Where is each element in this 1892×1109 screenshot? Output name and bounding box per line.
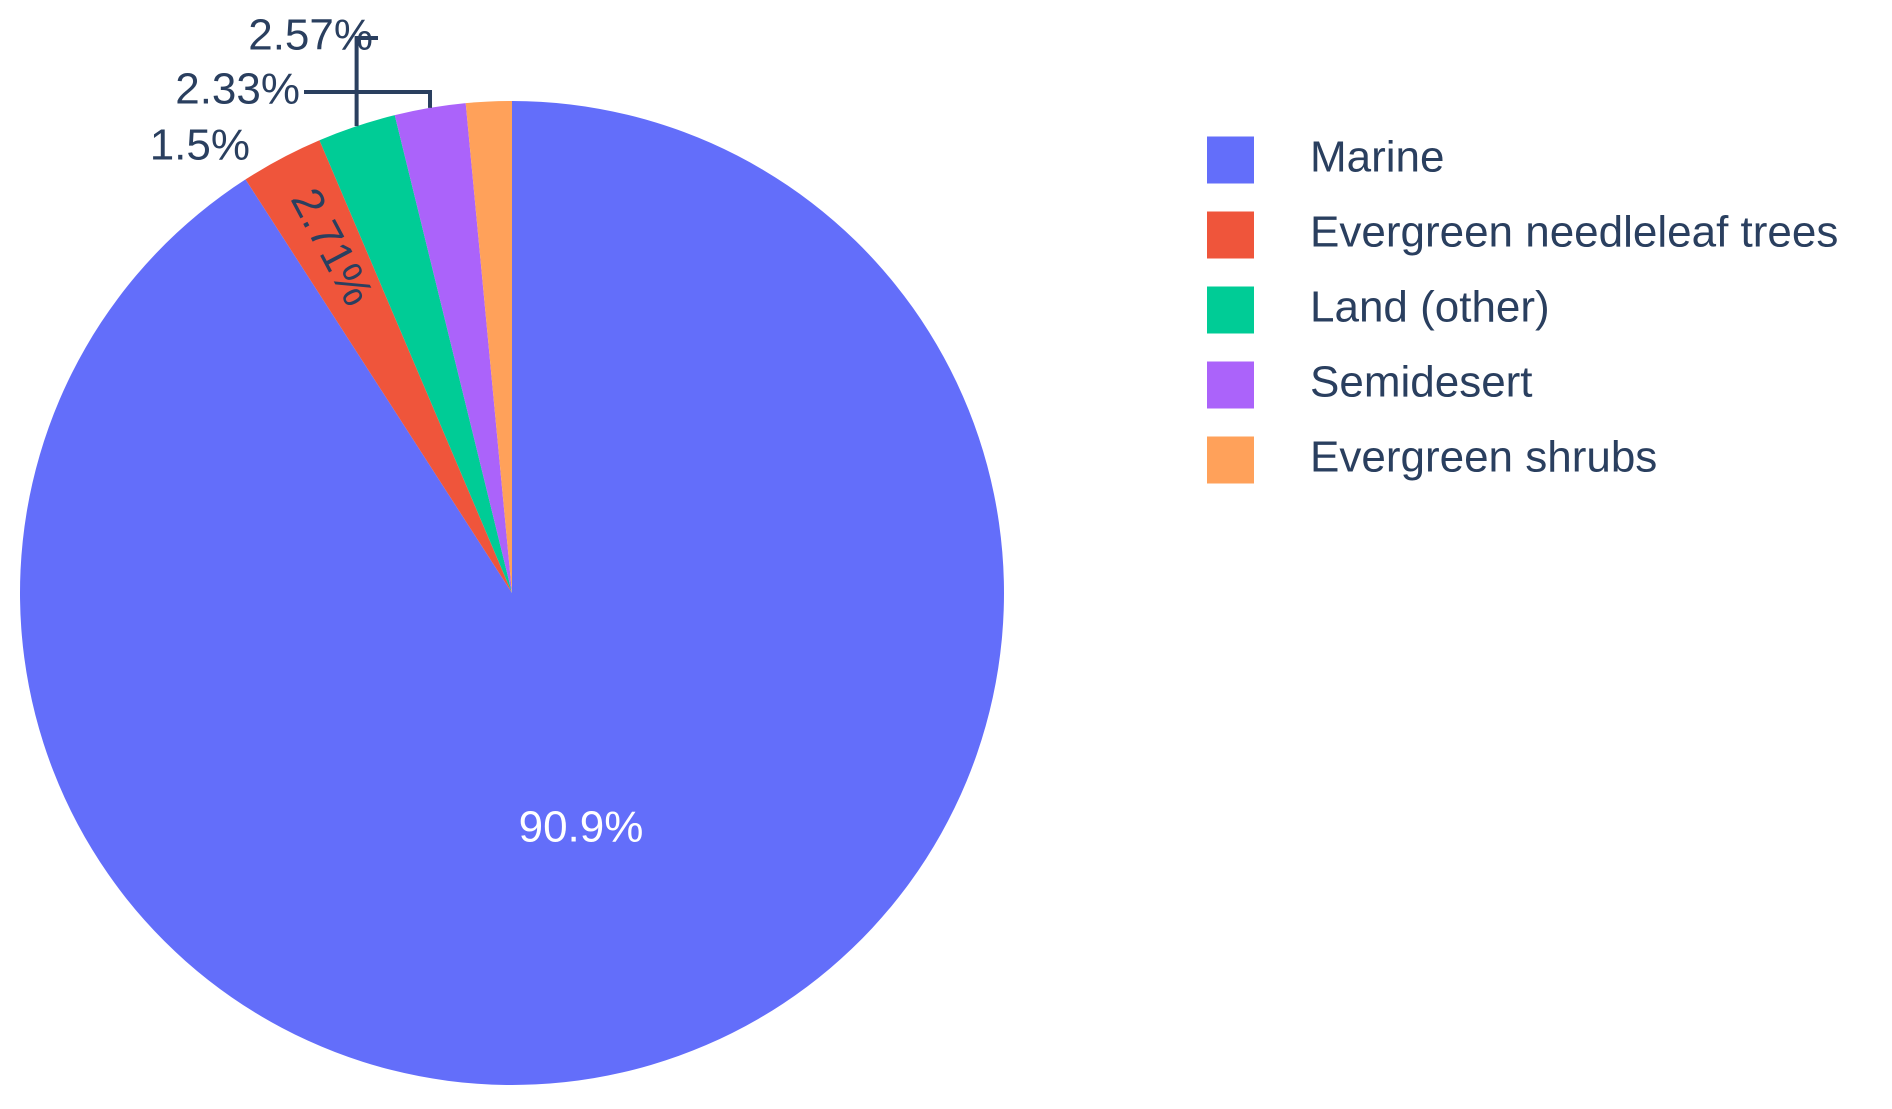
legend-item-marine[interactable]: Marine bbox=[1207, 133, 1445, 184]
pie-slice-semidesert bbox=[394, 103, 512, 593]
leader-line-land-other bbox=[354, 36, 378, 127]
pie-slice-land-other bbox=[319, 115, 512, 593]
slice-label-marine: 90.9% bbox=[519, 803, 644, 852]
legend-swatch-marine bbox=[1207, 136, 1254, 184]
legend-swatch-land-other bbox=[1207, 286, 1254, 334]
legend-item-evergreen-shrubs[interactable]: Evergreen shrubs bbox=[1207, 433, 1657, 484]
legend-label-land-other: Land (other) bbox=[1310, 283, 1550, 332]
legend: Marine Evergreen needleleaf trees Land (ot… bbox=[1207, 133, 1838, 484]
legend-item-semidesert[interactable]: Semidesert bbox=[1207, 358, 1533, 409]
slice-label-semidesert: 2.33% bbox=[175, 65, 300, 114]
legend-label-evergreen-shrubs: Evergreen shrubs bbox=[1310, 433, 1657, 482]
legend-swatch-evergreen-needleleaf-trees bbox=[1207, 211, 1254, 259]
legend-item-evergreen-needleleaf-trees[interactable]: Evergreen needleleaf trees bbox=[1207, 208, 1838, 259]
legend-label-semidesert: Semidesert bbox=[1310, 358, 1533, 407]
legend-label-marine: Marine bbox=[1310, 133, 1445, 182]
legend-item-land-other[interactable]: Land (other) bbox=[1207, 283, 1550, 334]
slice-label-evergreen-shrubs: 1.5% bbox=[150, 121, 250, 170]
pie-leader-lines bbox=[304, 36, 433, 127]
pie-slice-evergreen-needleleaf-trees bbox=[245, 140, 512, 593]
leader-line-semidesert bbox=[304, 90, 433, 108]
legend-swatch-evergreen-shrubs bbox=[1207, 436, 1254, 484]
legend-label-evergreen-needleleaf-trees: Evergreen needleleaf trees bbox=[1310, 208, 1838, 257]
pie-slices bbox=[19, 101, 1004, 1085]
slice-label-land-other: 2.57% bbox=[248, 11, 373, 60]
legend-swatch-semidesert bbox=[1207, 361, 1254, 409]
pie-slice-evergreen-shrubs bbox=[465, 101, 512, 593]
